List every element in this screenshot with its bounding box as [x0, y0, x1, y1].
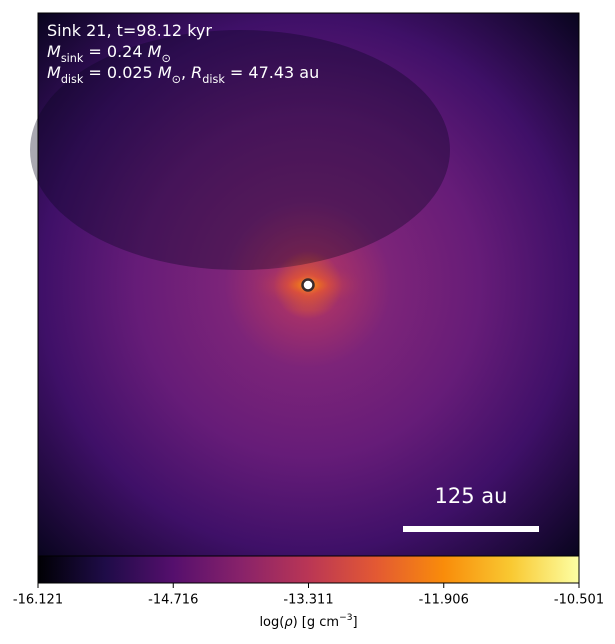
- text-part: ,: [181, 63, 191, 82]
- text-part: log(: [259, 615, 284, 630]
- text-part: ⊙: [161, 52, 170, 65]
- text-part: ]: [352, 615, 357, 630]
- rich-text: Sink 21, t=98.12 kyr: [47, 21, 212, 40]
- tick-label: -13.311: [283, 593, 333, 608]
- text-part: ⊙: [172, 73, 181, 86]
- text-part: = 47.43 au: [225, 63, 319, 82]
- text-part: disk: [61, 73, 84, 86]
- text-part: = 0.24: [83, 42, 147, 61]
- tick-label: -10.501: [554, 593, 604, 608]
- text-part: −3: [339, 613, 353, 623]
- rich-text: log(ρ) [g cm−3]: [259, 613, 357, 630]
- text-part: M: [148, 42, 162, 61]
- colorbar: [37, 555, 580, 584]
- text-part: ) [g cm: [293, 615, 339, 630]
- text-part: M: [158, 63, 172, 82]
- rich-text: Msink = 0.24 M⊙: [47, 42, 171, 65]
- scale-bar-label: 125 au: [435, 484, 508, 508]
- text-part: sink: [61, 52, 84, 65]
- text-part: disk: [202, 73, 225, 86]
- dark-region: [30, 30, 450, 270]
- text-part: Sink 21, t=98.12 kyr: [47, 21, 212, 40]
- text-part: M: [47, 42, 61, 61]
- tick-label: -14.716: [148, 593, 198, 608]
- rich-text: Mdisk = 0.025 M⊙, Rdisk = 47.43 au: [47, 63, 319, 86]
- text-part: ρ: [284, 615, 293, 630]
- tick-label: -11.906: [419, 593, 469, 608]
- sink-marker: [301, 278, 315, 292]
- text-part: R: [191, 63, 202, 82]
- text-part: = 0.025: [83, 63, 157, 82]
- text-part: M: [47, 63, 61, 82]
- tick-label: -16.121: [13, 593, 63, 608]
